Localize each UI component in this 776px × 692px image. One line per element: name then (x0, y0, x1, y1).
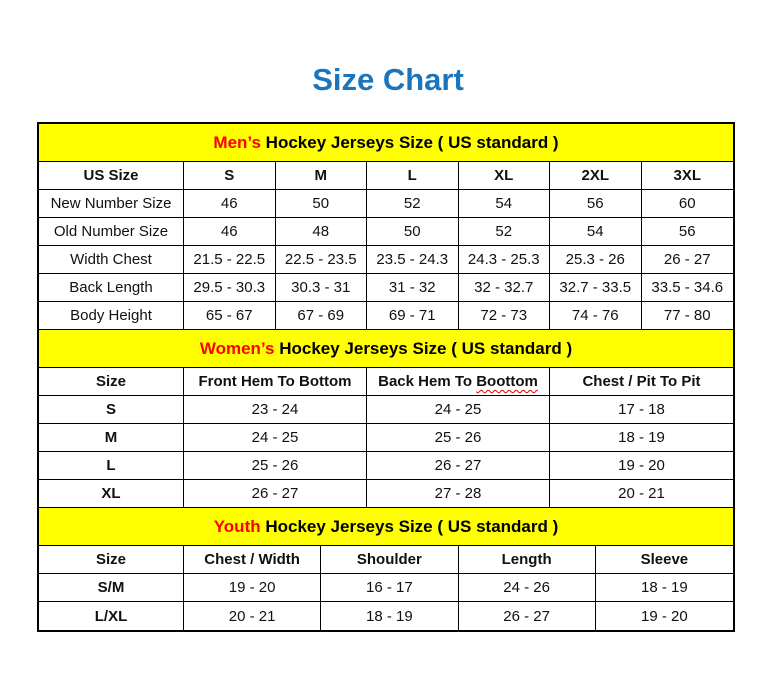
data-cell: 18 - 19 (595, 574, 733, 602)
section-header-mens: Men’s Hockey Jerseys Size ( US standard … (39, 124, 733, 162)
row-label: Width Chest (39, 246, 184, 274)
data-cell: 72 - 73 (458, 302, 550, 330)
data-cell: 19 - 20 (550, 452, 733, 480)
data-cell: 33.5 - 34.6 (641, 274, 733, 302)
data-cell: 30.3 - 31 (275, 274, 367, 302)
column-header: 3XL (641, 162, 733, 190)
data-cell: 26 - 27 (367, 452, 550, 480)
data-cell: 19 - 20 (641, 607, 688, 625)
section-header-womens: Women’s Hockey Jerseys Size ( US standar… (39, 330, 733, 368)
column-header: M (275, 162, 367, 190)
data-cell: 54 (458, 190, 550, 218)
data-cell: 46 (184, 190, 276, 218)
column-header: Shoulder (321, 546, 459, 574)
data-cell: 22.5 - 23.5 (275, 246, 367, 274)
column-header: Chest / Width (184, 546, 322, 574)
data-cell: 31 - 32 (367, 274, 459, 302)
section-header-mens-rest: Hockey Jerseys Size ( US standard ) (260, 132, 559, 152)
data-cell: 56 (550, 190, 642, 218)
data-cell: 17 - 18 (550, 396, 733, 424)
data-cell: 25 - 26 (367, 424, 550, 452)
row-label: XL (39, 480, 184, 508)
data-cell: 16 - 17 (321, 574, 459, 602)
data-cell: 32 - 32.7 (458, 274, 550, 302)
data-cell: 50 (367, 218, 459, 246)
column-header: Size (39, 368, 184, 396)
column-header: US Size (39, 162, 184, 190)
row-label: S/M (39, 574, 184, 602)
column-header: L (367, 162, 459, 190)
data-cell: 46 (184, 218, 276, 246)
data-cell: 50 (275, 190, 367, 218)
section-header-mens-highlight: Men’s (213, 132, 261, 152)
row-label: Body Height (39, 302, 184, 330)
table-womens: Size Front Hem To Bottom Back Hem To Boott… (39, 368, 733, 508)
data-cell: 23 - 24 (184, 396, 367, 424)
section-header-youth-rest: Hockey Jerseys Size ( US standard ) (260, 516, 559, 536)
data-cell: 26 - 27 (641, 246, 733, 274)
row-label: M (39, 424, 184, 452)
column-header: XL (458, 162, 550, 190)
column-header: S (184, 162, 276, 190)
section-header-youth-highlight: Youth (213, 516, 261, 536)
data-cell: 18 - 19 (321, 602, 459, 630)
column-header: 2XL (550, 162, 642, 190)
data-cell: 54 (550, 218, 642, 246)
data-cell: 67 - 69 (275, 302, 367, 330)
data-cell: 19 - 20 (184, 574, 322, 602)
data-cell: 25.3 - 26 (550, 246, 642, 274)
data-cell: 23.5 - 24.3 (367, 246, 459, 274)
section-header-womens-rest: Hockey Jerseys Size ( US standard ) (274, 338, 573, 358)
row-label: L (39, 452, 184, 480)
misspelled-word: Boottom (476, 373, 538, 390)
data-cell: 24 - 25 (184, 424, 367, 452)
row-label: S (39, 396, 184, 424)
section-womens: Women’s Hockey Jerseys Size ( US standar… (39, 330, 733, 508)
row-label: L/XL (39, 602, 184, 630)
column-header: Length (458, 546, 596, 574)
data-cell: 26 - 27 (459, 602, 596, 630)
data-cell: 24.3 - 25.3 (458, 246, 550, 274)
column-header: Sleeve (595, 546, 733, 574)
table-mens: US Size S M L XL 2XL 3XL New Number Size 46 50 52 5… (39, 162, 733, 330)
column-header: Front Hem To Bottom (184, 368, 367, 396)
data-cell: 48 (275, 218, 367, 246)
data-cell: 65 - 67 (184, 302, 276, 330)
data-cell: 32.7 - 33.5 (550, 274, 642, 302)
row-label: New Number Size (39, 190, 184, 218)
table-youth: Size Chest / Width Shoulder Length Sleeve S/M… (39, 546, 733, 630)
data-cell: 26 - 27 (184, 480, 367, 508)
data-cell: 29.5 - 30.3 (184, 274, 276, 302)
data-cell: 69 - 71 (367, 302, 459, 330)
data-cell: 60 (641, 190, 733, 218)
data-cell: 77 - 80 (641, 302, 733, 330)
data-cell: 52 (367, 190, 459, 218)
data-cell: 20 - 21 (184, 602, 322, 630)
column-header: Chest / Pit To Pit (550, 368, 733, 396)
data-cell: 24 - 25 (367, 396, 550, 424)
section-mens: Men’s Hockey Jerseys Size ( US standard … (39, 124, 733, 330)
data-cell: 24 - 26 (458, 574, 596, 602)
data-cell: 27 - 28 (367, 480, 550, 508)
page-title: Size Chart (312, 62, 464, 97)
data-cell: 20 - 21 (550, 480, 733, 508)
data-cell: 21.5 - 22.5 (184, 246, 276, 274)
row-label: Old Number Size (39, 218, 184, 246)
column-header: Size (39, 546, 184, 574)
section-header-womens-highlight: Women’s (199, 338, 275, 358)
data-cell: 52 (458, 218, 550, 246)
size-chart-tables: Men’s Hockey Jerseys Size ( US standard … (37, 122, 735, 632)
section-header-youth: Youth Hockey Jerseys Size ( US standard … (39, 508, 733, 546)
data-cell: 56 (641, 218, 733, 246)
data-cell: 25 - 26 (184, 452, 367, 480)
section-youth: Youth Hockey Jerseys Size ( US standard … (39, 508, 733, 630)
data-cell: 18 - 19 (550, 424, 733, 452)
row-label: Back Length (39, 274, 184, 302)
column-header: Back Hem To Boottom (367, 368, 550, 396)
data-cell: 74 - 76 (550, 302, 642, 330)
